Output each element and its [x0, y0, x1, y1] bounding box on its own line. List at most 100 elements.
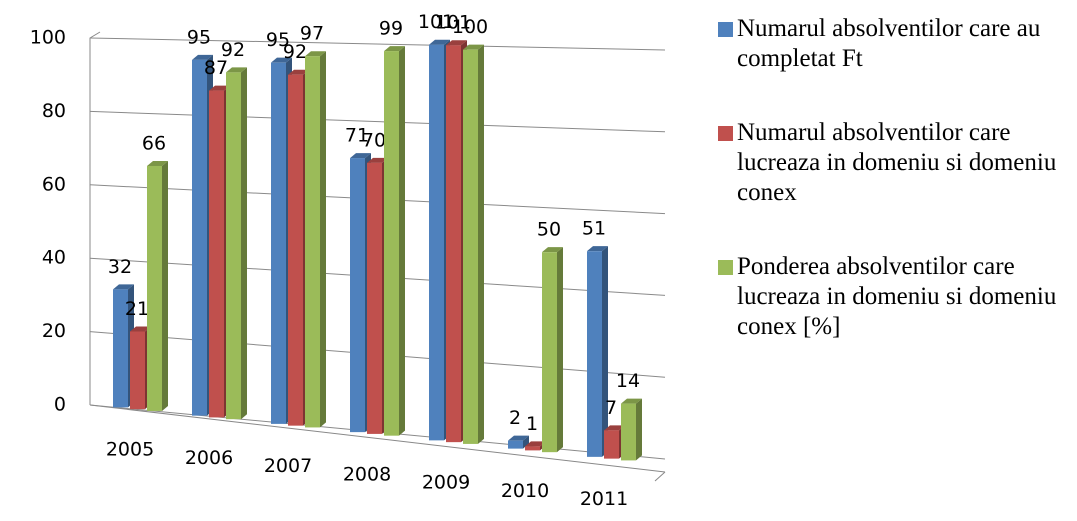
- legend-swatch: [718, 126, 733, 141]
- data-label: 21: [125, 298, 149, 320]
- bar-side: [636, 398, 642, 461]
- bar-top: [587, 246, 608, 252]
- bar-top: [209, 85, 230, 91]
- bar-top: [446, 40, 467, 46]
- x-tick-label: 2008: [343, 463, 391, 485]
- bar-top: [113, 284, 134, 290]
- bar-top: [305, 51, 326, 57]
- y-tick-label: 0: [54, 394, 66, 416]
- data-label: 101: [435, 12, 471, 34]
- data-label: 95: [187, 26, 211, 48]
- data-label: 92: [221, 39, 245, 61]
- bar-top: [192, 54, 213, 60]
- bar: [130, 331, 145, 410]
- x-tick-label: 2009: [422, 472, 470, 494]
- legend-label: Ponderea absolventilor care lucreaza in …: [737, 253, 1057, 340]
- bar: [621, 403, 636, 461]
- y-tick-label: 40: [42, 247, 66, 269]
- bar-top: [384, 46, 405, 52]
- data-label: 71: [345, 125, 369, 147]
- legend-swatch: [718, 260, 733, 275]
- legend-item: Ponderea absolventilor care lucreaza in …: [718, 252, 1073, 342]
- floor-right: [654, 471, 666, 482]
- legend-item: Numarul absolventilor care au completat …: [718, 14, 1073, 74]
- bar-top: [288, 69, 309, 75]
- bar: [384, 51, 399, 436]
- bar-side: [320, 51, 326, 428]
- bar: [508, 440, 523, 449]
- bar-top: [147, 160, 168, 166]
- data-label: 100: [452, 16, 488, 38]
- legend-label: Numarul absolventilor care lucreaza in d…: [737, 119, 1057, 206]
- bar-top: [604, 425, 625, 431]
- x-tick-label: 2005: [106, 439, 154, 461]
- y-tick-label: 60: [42, 173, 66, 195]
- x-tick-label: 2010: [501, 480, 549, 502]
- bar: [192, 59, 207, 416]
- bar-top: [508, 435, 529, 441]
- bar: [525, 446, 540, 451]
- x-tick-label: 2006: [185, 447, 233, 469]
- bar: [113, 289, 128, 408]
- bar-top: [367, 157, 388, 163]
- bar: [587, 251, 602, 457]
- bar-top: [350, 153, 371, 159]
- bar: [429, 44, 444, 441]
- bar-side: [602, 246, 608, 457]
- bar-top: [525, 441, 546, 447]
- bar: [147, 165, 162, 411]
- bar-top: [621, 398, 642, 404]
- bar-top: [463, 44, 484, 50]
- grid-line: [89, 37, 666, 51]
- bar-top: [130, 326, 151, 332]
- y-tick-label: 80: [42, 100, 66, 122]
- data-label: 95: [266, 29, 290, 51]
- bar: [288, 74, 303, 426]
- data-label: 1: [526, 413, 538, 435]
- data-label: 87: [204, 57, 228, 79]
- legend-item: Numarul absolventilor care lucreaza in d…: [718, 118, 1073, 208]
- data-label: 70: [362, 129, 386, 151]
- bar-side: [557, 247, 563, 453]
- legend-swatch: [718, 22, 733, 37]
- bar-side: [523, 435, 529, 449]
- chart: 0204060801002005322166200695879220079592…: [30, 11, 666, 510]
- bar: [350, 158, 365, 433]
- data-label: 99: [379, 18, 403, 40]
- bar-side: [399, 46, 405, 436]
- y-tick-label: 20: [42, 320, 66, 342]
- data-label: 101: [418, 11, 454, 33]
- data-label: 97: [300, 23, 324, 45]
- data-label: 32: [108, 256, 132, 278]
- data-label: 2: [509, 407, 521, 429]
- data-label: 7: [605, 397, 617, 419]
- axis-wall: [89, 31, 101, 405]
- y-tick-label: 100: [30, 27, 66, 49]
- bar-side: [478, 44, 484, 444]
- legend-label: Numarul absolventilor care au completat …: [737, 15, 1041, 72]
- bar: [367, 162, 382, 434]
- bar-top: [226, 67, 247, 73]
- bar-top: [271, 57, 292, 63]
- data-label: 51: [582, 218, 606, 240]
- bar-side: [241, 67, 247, 420]
- bar: [542, 252, 557, 453]
- bar: [209, 90, 224, 418]
- bar-top: [429, 39, 450, 45]
- bar: [271, 62, 286, 424]
- x-tick-label: 2011: [580, 488, 628, 510]
- data-label: 92: [283, 41, 307, 63]
- bar: [604, 430, 619, 459]
- bar-side: [162, 160, 168, 411]
- bar: [305, 56, 320, 428]
- x-tick-label: 2007: [264, 455, 312, 477]
- bar: [463, 49, 478, 444]
- legend: Numarul absolventilor care au completat …: [718, 14, 1073, 386]
- floor-line: [89, 404, 666, 473]
- bar-top: [542, 247, 563, 253]
- grid-line: [89, 110, 666, 133]
- bar: [226, 72, 241, 420]
- bar: [446, 45, 461, 443]
- data-label: 66: [142, 132, 166, 154]
